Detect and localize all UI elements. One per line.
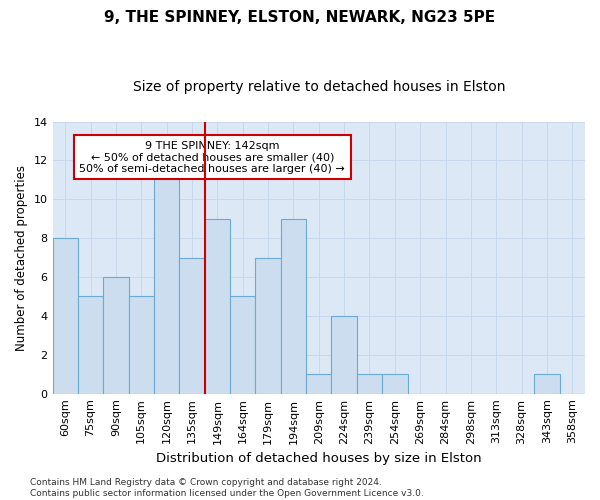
Bar: [179, 258, 205, 394]
Bar: [306, 374, 331, 394]
Text: 9 THE SPINNEY: 142sqm
← 50% of detached houses are smaller (40)
50% of semi-deta: 9 THE SPINNEY: 142sqm ← 50% of detached …: [79, 140, 345, 174]
Bar: [281, 218, 306, 394]
Bar: [103, 277, 128, 394]
Text: 9, THE SPINNEY, ELSTON, NEWARK, NG23 5PE: 9, THE SPINNEY, ELSTON, NEWARK, NG23 5PE: [104, 10, 496, 25]
Y-axis label: Number of detached properties: Number of detached properties: [15, 164, 28, 350]
Text: Contains HM Land Registry data © Crown copyright and database right 2024.
Contai: Contains HM Land Registry data © Crown c…: [30, 478, 424, 498]
Bar: [256, 258, 281, 394]
Title: Size of property relative to detached houses in Elston: Size of property relative to detached ho…: [133, 80, 505, 94]
Bar: [230, 296, 256, 394]
Bar: [331, 316, 357, 394]
Bar: [154, 160, 179, 394]
Bar: [205, 218, 230, 394]
Bar: [382, 374, 407, 394]
X-axis label: Distribution of detached houses by size in Elston: Distribution of detached houses by size …: [156, 452, 482, 465]
Bar: [78, 296, 103, 394]
Bar: [53, 238, 78, 394]
Bar: [357, 374, 382, 394]
Bar: [128, 296, 154, 394]
Bar: [534, 374, 560, 394]
